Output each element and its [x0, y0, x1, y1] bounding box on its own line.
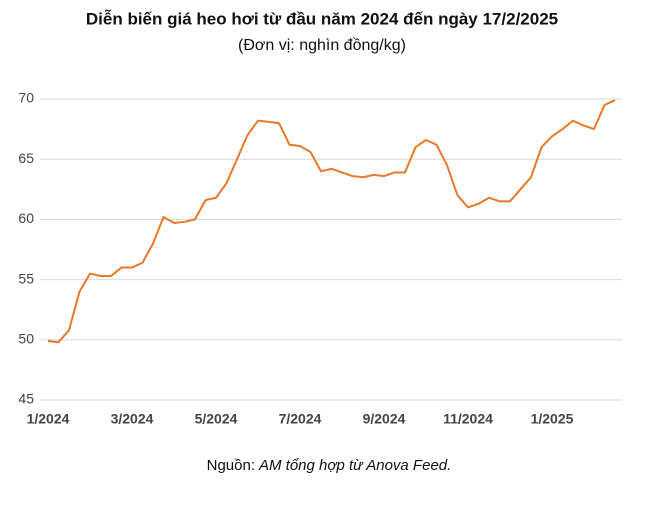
y-tick-label: 65 [18, 150, 34, 166]
x-tick-label: 11/2024 [443, 411, 493, 427]
x-tick-label: 1/2024 [27, 411, 70, 427]
x-tick-label: 1/2025 [531, 411, 574, 427]
y-tick-label: 70 [18, 90, 34, 106]
source: AM tổng hợp từ Anova Feed. [258, 457, 451, 474]
y-tick-label: 45 [18, 391, 34, 407]
y-tick-label: 55 [18, 270, 34, 286]
chart-subtitle: (Đơn vị: nghìn đồng/kg) [238, 37, 406, 54]
y-tick-label: 50 [18, 331, 34, 347]
source-prefix: Nguồn: [207, 457, 255, 474]
x-tick-label: 3/2024 [111, 411, 154, 427]
chart-title: Diễn biến giá heo hơi từ đầu năm 2024 đế… [86, 9, 558, 28]
y-tick-label: 60 [18, 210, 34, 226]
data-line [47, 99, 616, 344]
x-tick-label: 5/2024 [195, 411, 238, 427]
x-tick-label: 7/2024 [279, 411, 322, 427]
x-tick-label: 9/2024 [363, 411, 406, 427]
